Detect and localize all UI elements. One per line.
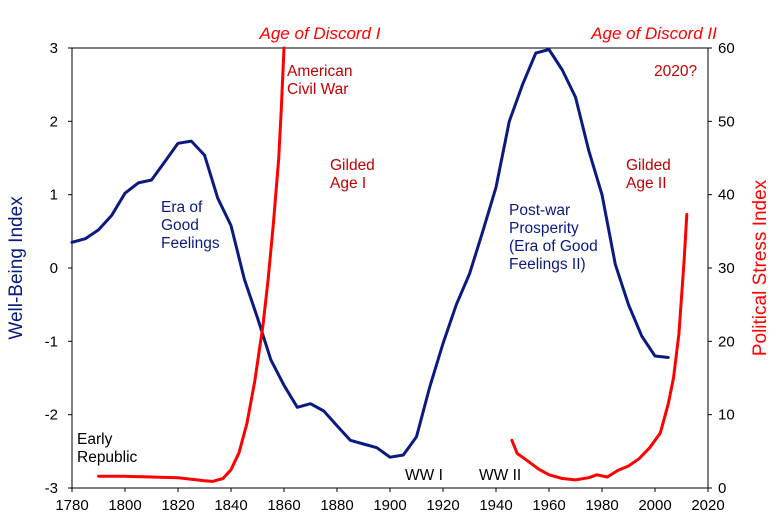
year-2020-label: 2020?	[654, 63, 697, 80]
right-y-tick-label: 40	[718, 187, 735, 204]
x-tick-label: 1960	[532, 497, 565, 514]
gilded-age-2-line2: Age II	[626, 175, 667, 192]
series-line-stress-1	[97, 46, 286, 483]
x-axis: 1780 1800 1820 1840 1860 1880 1900 1920 1940 1960…	[55, 488, 725, 514]
post-war-line4: Feelings II)	[509, 256, 586, 273]
era-good-feelings-line3: Feelings	[161, 235, 220, 252]
right-y-tick-label: 60	[718, 40, 735, 57]
left-axis-title: Well-Being Index	[6, 196, 27, 340]
x-tick-label: 1840	[214, 497, 247, 514]
era-good-feelings-line1: Era of	[161, 199, 203, 216]
right-y-tick-label: 20	[718, 333, 735, 350]
right-y-tick-label: 10	[718, 407, 735, 424]
x-tick-label: 2000	[638, 497, 671, 514]
x-tick-label: 1980	[585, 497, 618, 514]
left-y-tick-label: 0	[50, 260, 58, 277]
series-line-stress-2	[510, 213, 689, 482]
gilded-age-2-line1: Gilded	[626, 157, 671, 174]
post-war-line2: Prosperity	[509, 220, 579, 237]
age-of-discord-2-label: Age of Discord II	[590, 24, 717, 43]
series-layer	[70, 46, 689, 483]
x-tick-label: 1880	[320, 497, 353, 514]
left-y-tick-label: -1	[45, 333, 58, 350]
plot-frame	[71, 47, 709, 489]
right-y-tick-label: 50	[718, 113, 735, 130]
left-y-tick-label: 1	[50, 187, 58, 204]
right-axis-title: Political Stress Index	[750, 179, 771, 356]
x-tick-label: 1920	[426, 497, 459, 514]
x-tick-label: 2020	[691, 497, 724, 514]
x-tick-label: 1780	[55, 497, 88, 514]
x-tick-label: 1800	[108, 497, 141, 514]
x-tick-label: 1900	[373, 497, 406, 514]
civil-war-label-line2: Civil War	[287, 81, 348, 98]
right-y-tick-label: 30	[718, 260, 735, 277]
left-y-tick-label: -2	[45, 407, 58, 424]
gilded-age-1-line2: Age I	[330, 175, 366, 192]
left-y-tick-label: 3	[50, 40, 58, 57]
right-y-axis: 0 10 20 30 40 50 60	[708, 40, 735, 497]
age-of-discord-1-label: Age of Discord I	[259, 24, 381, 43]
ww2-label: WW II	[479, 467, 521, 484]
series-line-well-being	[70, 48, 670, 459]
early-republic-line2: Republic	[77, 449, 138, 466]
x-tick-label: 1820	[161, 497, 194, 514]
post-war-line3: (Era of Good	[509, 238, 598, 255]
x-tick-label: 1860	[267, 497, 300, 514]
civil-war-label-line1: American	[287, 63, 352, 80]
era-good-feelings-line2: Good	[161, 217, 199, 234]
left-y-axis: -3 -2 -1 0 1 2 3	[45, 40, 72, 497]
early-republic-line1: Early	[77, 431, 113, 448]
left-y-tick-label: 2	[50, 113, 58, 130]
gilded-age-1-line1: Gilded	[330, 157, 375, 174]
left-y-tick-label: -3	[45, 480, 58, 497]
post-war-line1: Post-war	[509, 202, 570, 219]
x-tick-label: 1940	[479, 497, 512, 514]
right-y-tick-label: 0	[718, 480, 726, 497]
ww1-label: WW I	[405, 467, 443, 484]
